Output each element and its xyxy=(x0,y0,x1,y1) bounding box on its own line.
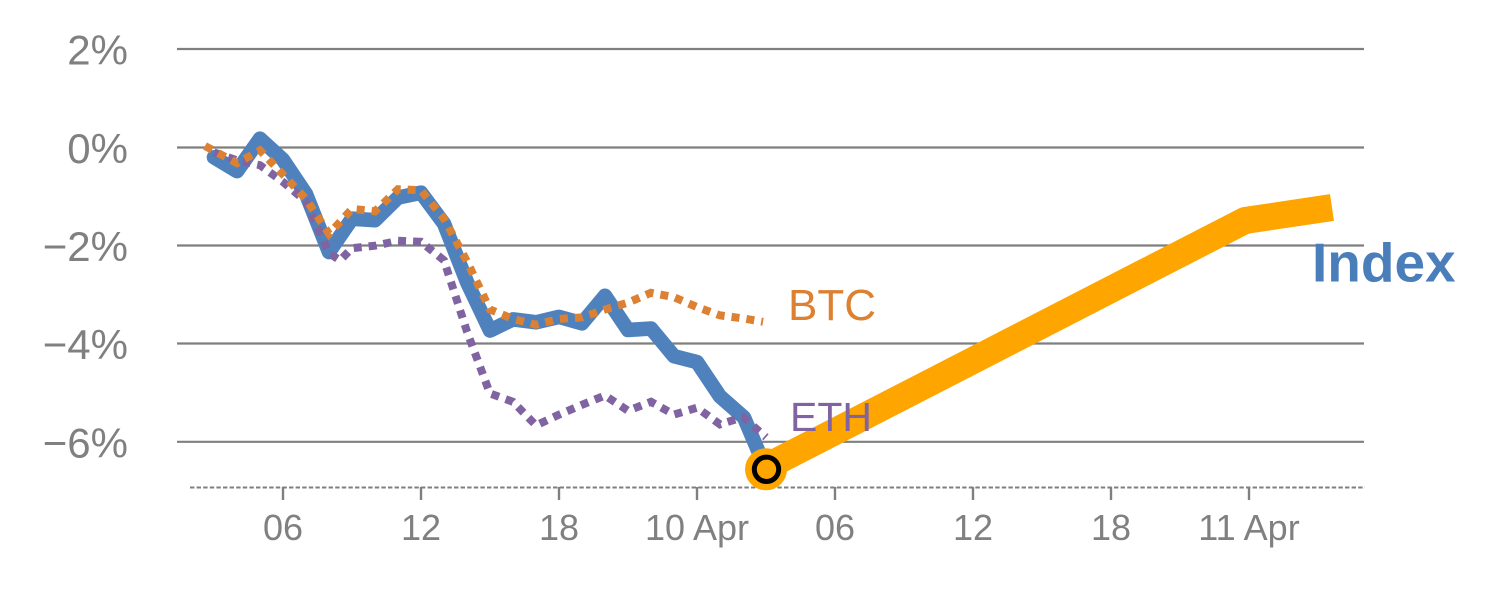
svg-text:18: 18 xyxy=(1091,507,1131,548)
svg-text:−4%: −4% xyxy=(43,321,128,368)
svg-text:Index: Index xyxy=(1312,232,1456,294)
svg-text:11 Apr: 11 Apr xyxy=(1198,507,1299,548)
svg-text:12: 12 xyxy=(953,507,993,548)
svg-text:12: 12 xyxy=(401,507,441,548)
svg-text:06: 06 xyxy=(815,507,855,548)
svg-text:06: 06 xyxy=(263,507,303,548)
svg-text:−2%: −2% xyxy=(43,223,128,270)
svg-text:BTC: BTC xyxy=(788,281,876,330)
svg-text:ETH: ETH xyxy=(790,394,872,440)
svg-text:10 Apr: 10 Apr xyxy=(645,507,749,548)
svg-text:−6%: −6% xyxy=(43,420,128,467)
svg-text:2%: 2% xyxy=(67,27,128,74)
svg-text:18: 18 xyxy=(539,507,579,548)
svg-text:0%: 0% xyxy=(67,125,128,172)
